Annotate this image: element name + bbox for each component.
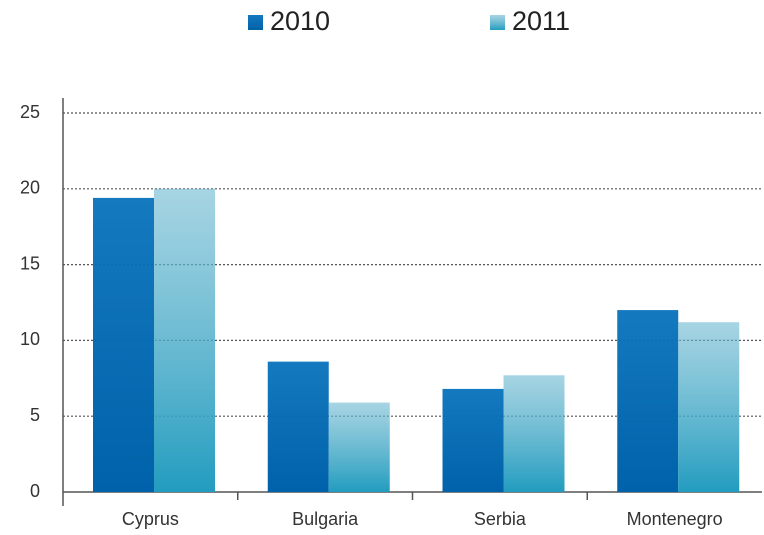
bar	[617, 310, 679, 492]
bar	[328, 402, 390, 492]
bar	[503, 375, 565, 492]
y-tick-label: 0	[30, 481, 40, 501]
legend-label: 2010	[270, 6, 330, 36]
legend-label: 2011	[512, 6, 570, 36]
bar	[267, 361, 329, 492]
y-tick-label: 10	[20, 329, 40, 349]
x-tick-label: Montenegro	[627, 509, 723, 529]
bar	[442, 388, 504, 492]
x-tick-label: Serbia	[474, 509, 527, 529]
bar	[678, 322, 740, 492]
y-tick-label: 20	[20, 178, 40, 198]
bar	[154, 188, 215, 493]
y-tick-label: 15	[20, 253, 40, 273]
legend-swatch	[248, 15, 263, 30]
bar	[93, 197, 154, 492]
y-tick-label: 5	[30, 405, 40, 425]
x-tick-label: Bulgaria	[292, 509, 359, 529]
x-tick-label: Cyprus	[122, 509, 179, 529]
y-tick-label: 25	[20, 102, 40, 122]
legend-swatch	[490, 15, 505, 30]
